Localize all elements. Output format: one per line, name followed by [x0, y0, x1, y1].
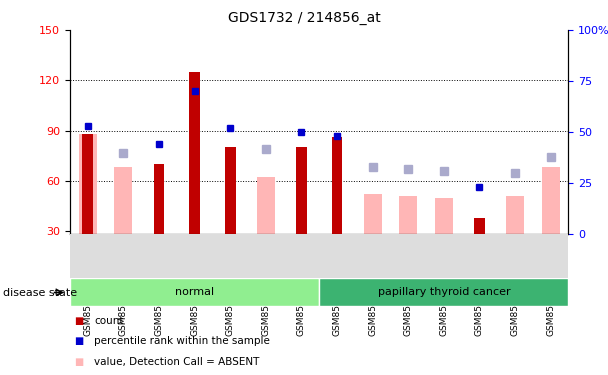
Text: disease state: disease state	[3, 288, 77, 297]
Text: value, Detection Call = ABSENT: value, Detection Call = ABSENT	[94, 357, 260, 367]
Bar	[70, 278, 319, 306]
Bar	[364, 194, 382, 234]
Bar	[82, 134, 93, 234]
Bar	[296, 147, 307, 234]
Bar	[189, 72, 200, 234]
Bar	[435, 198, 453, 234]
Bar	[257, 177, 275, 234]
Bar	[399, 196, 417, 234]
Bar	[114, 167, 133, 234]
Bar	[79, 134, 97, 234]
Text: ■: ■	[74, 357, 84, 367]
Text: count: count	[94, 316, 124, 326]
Bar	[332, 137, 342, 234]
Bar	[474, 217, 485, 234]
Bar	[154, 164, 164, 234]
Bar	[506, 196, 524, 234]
Bar	[542, 167, 559, 234]
Bar	[319, 278, 568, 306]
Text: GDS1732 / 214856_at: GDS1732 / 214856_at	[227, 11, 381, 25]
Text: ■: ■	[74, 316, 84, 326]
Text: percentile rank within the sample: percentile rank within the sample	[94, 336, 270, 346]
Text: papillary thyroid cancer: papillary thyroid cancer	[378, 286, 510, 297]
Text: ■: ■	[74, 336, 84, 346]
Text: normal: normal	[175, 286, 214, 297]
Bar	[225, 147, 235, 234]
